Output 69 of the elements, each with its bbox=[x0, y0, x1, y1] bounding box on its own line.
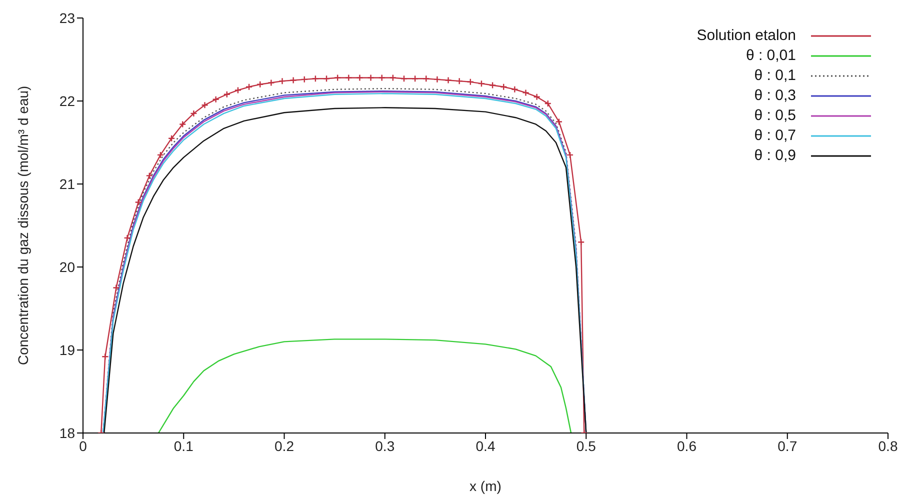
point bbox=[411, 74, 419, 82]
point bbox=[290, 76, 297, 84]
point bbox=[422, 74, 430, 82]
legend-label: θ : 0,5 bbox=[754, 106, 796, 126]
point bbox=[456, 77, 463, 85]
point bbox=[555, 118, 563, 126]
point bbox=[345, 74, 352, 82]
x-tick-label: 0.5 bbox=[576, 438, 596, 454]
legend-label: θ : 0,3 bbox=[754, 86, 796, 106]
point bbox=[322, 74, 330, 82]
x-tick-label: 0.7 bbox=[778, 438, 798, 454]
legend-label: Solution etalon bbox=[696, 26, 796, 46]
point bbox=[478, 80, 486, 88]
legend-label: θ : 0,9 bbox=[754, 146, 796, 166]
x-tick-label: 0.8 bbox=[878, 438, 898, 454]
point bbox=[356, 74, 364, 82]
point bbox=[190, 110, 198, 118]
point bbox=[378, 74, 386, 82]
point bbox=[201, 102, 208, 109]
point bbox=[268, 79, 275, 86]
point bbox=[488, 82, 496, 89]
point bbox=[102, 353, 109, 360]
point bbox=[212, 96, 220, 103]
point bbox=[434, 76, 441, 84]
point bbox=[400, 74, 408, 82]
x-tick-label: 0.1 bbox=[174, 438, 194, 454]
point bbox=[112, 284, 120, 292]
y-axis-title: Concentration du gaz dissous (mol/m³ d eau) bbox=[14, 86, 31, 366]
point bbox=[245, 83, 253, 90]
x-tick-label: 0.4 bbox=[476, 438, 496, 454]
point bbox=[533, 93, 540, 100]
point bbox=[179, 120, 186, 128]
point bbox=[134, 198, 142, 206]
legend-label: θ : 0,7 bbox=[754, 126, 796, 146]
x-tick-label: 0.3 bbox=[375, 438, 395, 454]
y-tick-label: 18 bbox=[59, 424, 76, 441]
point bbox=[389, 74, 397, 82]
point bbox=[256, 80, 264, 88]
x-tick-label: 0.2 bbox=[274, 438, 294, 454]
point bbox=[334, 74, 342, 82]
y-tick-label: 21 bbox=[59, 176, 76, 192]
y-tick-label: 20 bbox=[59, 258, 76, 275]
x-tick-label: 0.6 bbox=[677, 438, 697, 454]
point bbox=[500, 83, 508, 90]
legend-label: θ : 0,01 bbox=[746, 46, 796, 66]
x-tick-label: 0 bbox=[79, 438, 88, 454]
point bbox=[312, 74, 320, 82]
legend-label: θ : 0,1 bbox=[754, 66, 796, 86]
point bbox=[300, 76, 308, 84]
point bbox=[466, 78, 474, 86]
point bbox=[124, 234, 131, 242]
y-tick-label: 22 bbox=[59, 92, 76, 109]
point bbox=[444, 76, 452, 84]
point bbox=[278, 77, 286, 85]
point bbox=[156, 151, 164, 159]
point bbox=[223, 90, 230, 98]
line-series bbox=[158, 338, 572, 433]
point bbox=[511, 86, 518, 93]
point bbox=[168, 134, 176, 142]
point bbox=[577, 238, 585, 246]
y-tick-label: 19 bbox=[59, 342, 76, 358]
point bbox=[544, 100, 552, 108]
point bbox=[367, 74, 374, 82]
point bbox=[234, 86, 242, 94]
point bbox=[146, 172, 154, 180]
y-tick-label: 23 bbox=[59, 10, 76, 26]
point bbox=[522, 89, 530, 96]
x-axis-title: x (m) bbox=[470, 478, 502, 494]
point bbox=[566, 151, 574, 159]
